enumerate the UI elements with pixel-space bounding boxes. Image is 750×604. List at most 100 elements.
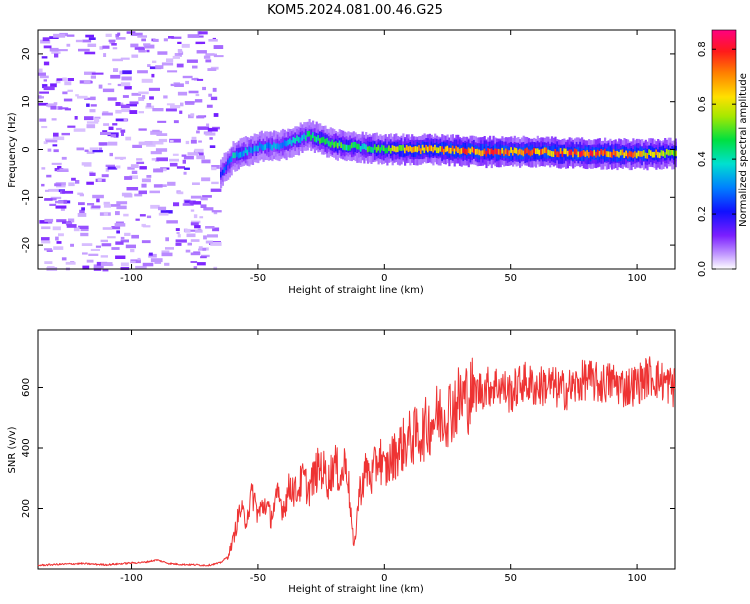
heatmap-cell <box>85 34 94 38</box>
heatmap-cell <box>55 236 59 241</box>
heatmap-cell <box>158 212 169 216</box>
heatmap-cell <box>190 201 202 205</box>
heatmap-cell <box>131 92 141 96</box>
heatmap-cell <box>111 43 117 46</box>
heatmap-cell <box>127 166 135 170</box>
heatmap-cell <box>87 43 97 47</box>
colorbar-tick-label: 0.0 <box>697 261 708 277</box>
heatmap-cell <box>196 155 205 160</box>
heatmap-cell <box>134 193 143 197</box>
heatmap-cell <box>519 148 522 155</box>
heatmap-cell <box>161 62 174 66</box>
heatmap-cell <box>196 130 200 134</box>
heatmap-cell <box>78 225 89 229</box>
heatmap-cell <box>98 147 103 151</box>
snr-y-label: SNR (v/v) <box>7 426 18 473</box>
heatmap-cell <box>91 205 101 208</box>
heatmap-cell <box>38 68 43 73</box>
heatmap-cell <box>131 54 139 58</box>
heatmap-cell <box>545 147 548 154</box>
heatmap-cell <box>47 103 57 108</box>
heatmap-cell <box>121 132 124 136</box>
x-tick-label: 50 <box>504 273 517 284</box>
heatmap-cell <box>90 104 97 107</box>
heatmap-cell <box>81 207 85 211</box>
heatmap-cell <box>102 111 109 114</box>
heatmap-cell <box>47 148 52 152</box>
heatmap-cell <box>496 148 499 155</box>
heatmap-cell <box>55 205 67 209</box>
heatmap-cell <box>285 140 288 147</box>
heatmap-cell <box>103 53 107 57</box>
heatmap-cell <box>149 96 154 100</box>
heatmap-cell <box>90 248 100 251</box>
heatmap-cell <box>142 225 151 228</box>
heatmap-cell <box>92 150 103 153</box>
x-tick-label: 100 <box>628 273 647 284</box>
heatmap-cell <box>276 143 279 149</box>
heatmap-cell <box>612 149 615 162</box>
heatmap-cell <box>144 44 155 49</box>
heatmap-cell <box>190 195 202 199</box>
heatmap-cell <box>146 215 152 219</box>
heatmap-cell <box>195 93 200 97</box>
heatmap-cell <box>290 140 293 146</box>
heatmap-cell <box>130 260 136 263</box>
heatmap-cell <box>55 200 67 204</box>
y-tick-label: 0 <box>21 146 32 152</box>
heatmap-cell <box>103 123 110 126</box>
heatmap-cell <box>205 53 215 56</box>
heatmap-cell <box>418 145 421 151</box>
heatmap-cell <box>190 261 198 263</box>
heatmap-cell <box>342 144 345 150</box>
heatmap-cell <box>230 156 233 162</box>
spectrogram-x-ticks: -100 -50 0 50 100 <box>120 30 647 284</box>
heatmap-cell <box>176 231 180 234</box>
heatmap-cell <box>428 145 431 158</box>
snr-panel: -100 -50 0 50 100 200 400 600 Height of straig… <box>7 329 676 595</box>
heatmap-cell <box>116 205 127 210</box>
colorbar-tick-label: 0.2 <box>697 206 708 222</box>
heatmap-cell <box>190 139 197 144</box>
heatmap-cell <box>148 87 160 91</box>
heatmap-cell <box>115 255 126 259</box>
heatmap-cell <box>116 230 120 234</box>
heatmap-cell <box>146 175 152 178</box>
spectrogram-y-ticks: -20 -10 0 10 20 <box>21 48 675 253</box>
heatmap-cell <box>101 174 109 178</box>
heatmap-cell <box>116 127 122 131</box>
heatmap-cell <box>172 153 179 156</box>
heatmap-cell <box>151 73 155 78</box>
heatmap-cell <box>667 149 670 156</box>
heatmap-cell <box>50 196 62 200</box>
y-tick-label: -10 <box>21 189 32 205</box>
heatmap-cell <box>84 51 96 55</box>
heatmap-cell <box>160 210 173 214</box>
heatmap-cell <box>457 147 460 153</box>
heatmap-cell <box>194 148 204 153</box>
heatmap-cell <box>653 151 656 158</box>
heatmap-cell <box>39 220 50 224</box>
heatmap-cell <box>170 105 181 109</box>
heatmap-cell <box>88 253 99 256</box>
heatmap-cell <box>350 142 354 149</box>
heatmap-cell <box>191 136 197 140</box>
heatmap-cell <box>335 141 338 147</box>
heatmap-cell <box>138 91 149 95</box>
heatmap-cell <box>549 150 552 156</box>
heatmap-cell <box>82 265 90 270</box>
heatmap-cell <box>82 39 92 43</box>
heatmap-cell <box>52 144 58 147</box>
heatmap-cell <box>57 165 62 170</box>
figure-title: KOM5.2024.081.00.46.G25 <box>267 3 443 18</box>
heatmap-cell <box>149 190 160 194</box>
heatmap-cell <box>634 151 637 157</box>
heatmap-cell <box>641 151 644 157</box>
heatmap-cell <box>121 76 132 81</box>
heatmap-cell <box>582 150 585 156</box>
heatmap-cell <box>199 216 204 219</box>
heatmap-cell <box>317 135 320 141</box>
heatmap-cell <box>480 150 483 157</box>
heatmap-cell <box>46 140 58 143</box>
